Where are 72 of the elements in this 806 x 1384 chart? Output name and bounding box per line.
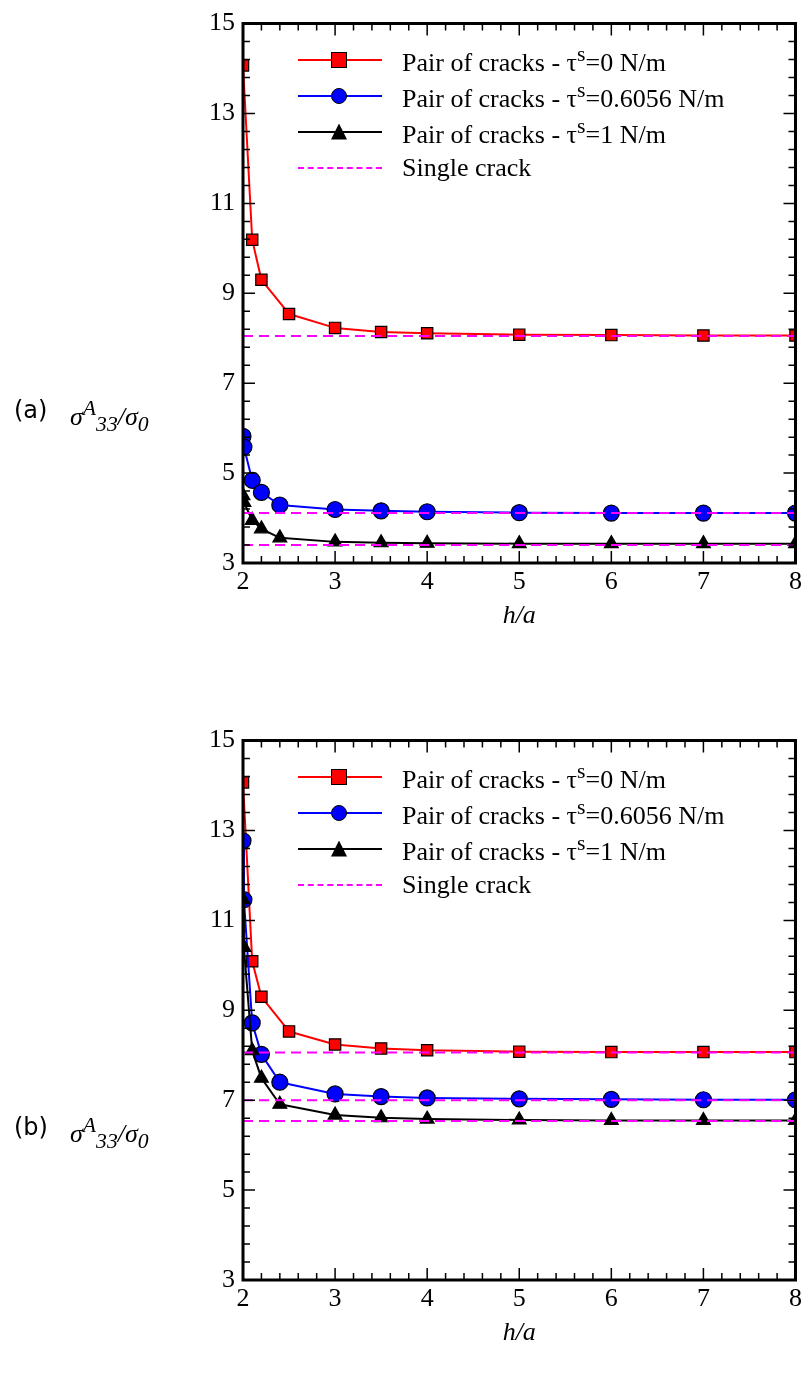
x-tick-label: 5 <box>512 566 526 596</box>
point <box>374 1042 388 1055</box>
point <box>328 1038 342 1051</box>
point <box>244 511 260 525</box>
x-tick-label: 6 <box>604 1283 618 1313</box>
point <box>253 520 269 534</box>
point <box>255 273 268 287</box>
y-tick-label: 15 <box>209 7 235 37</box>
x-tick-label: 3 <box>328 1283 342 1313</box>
x-tick-label: 6 <box>604 566 618 596</box>
point <box>327 1106 343 1120</box>
point <box>694 504 713 522</box>
point <box>245 233 259 247</box>
point <box>272 529 288 543</box>
x-tick-label: 2 <box>236 1283 250 1313</box>
legend-label: Pair of cracks - τ$^{s}$=0.6056 N/m <box>402 794 725 831</box>
point <box>328 321 342 335</box>
point <box>605 328 618 342</box>
y-tick-label: 7 <box>222 1084 235 1114</box>
y-tick-label: 13 <box>209 97 235 127</box>
point <box>602 1090 620 1108</box>
x-axis-title: h/a <box>502 600 536 630</box>
point <box>282 1025 296 1038</box>
legend-label: Pair of cracks - τ$^{s}$=1 N/m <box>402 830 666 867</box>
point <box>697 1045 710 1059</box>
point <box>372 1088 390 1106</box>
x-tick-label: 2 <box>236 566 250 596</box>
point <box>253 1069 269 1083</box>
point <box>271 496 289 514</box>
legend-label: Pair of cracks - τ$^{s}$=0 N/m <box>402 758 666 795</box>
x-tick-label: 4 <box>420 566 434 596</box>
point <box>255 990 268 1004</box>
y-tick-label: 13 <box>209 814 235 844</box>
y-tick-label: 9 <box>222 277 235 307</box>
x-tick-label: 7 <box>696 566 710 596</box>
x-axis-title: h/a <box>502 1317 536 1347</box>
point <box>271 1073 289 1091</box>
legend-label: Pair of cracks - τ$^{s}$=1 N/m <box>402 113 666 150</box>
y-tick-label: 3 <box>222 1263 235 1293</box>
y-axis-title: σ$^{A}$$_{33}$/σ$_{0}$ <box>70 396 149 437</box>
text: (b) <box>14 1113 48 1141</box>
x-tick-label: 8 <box>789 1283 802 1313</box>
text: (a) <box>14 396 48 424</box>
point <box>282 307 296 321</box>
point <box>605 1045 618 1059</box>
point <box>372 502 390 520</box>
y-tick-label: 5 <box>222 456 235 486</box>
y-tick-label: 9 <box>222 994 235 1024</box>
legend-label: Single crack <box>402 152 532 183</box>
y-axis-title: σ$^{A}$$_{33}$/σ$_{0}$ <box>70 1113 149 1154</box>
y-tick-label: 11 <box>209 187 235 217</box>
legend-label: Pair of cracks - τ$^{s}$=0 N/m <box>402 41 666 78</box>
x-tick-label: 4 <box>420 1283 434 1313</box>
point <box>510 504 528 522</box>
point <box>252 483 271 502</box>
y-tick-label: 7 <box>222 367 235 397</box>
point <box>510 1090 528 1108</box>
y-tick-label: 15 <box>209 724 235 754</box>
x-tick-label: 5 <box>512 1283 526 1313</box>
y-tick-label: 3 <box>222 546 235 576</box>
x-tick-label: 3 <box>328 566 342 596</box>
legend-label: Single crack <box>402 869 532 900</box>
point <box>326 1085 344 1103</box>
point <box>418 503 436 521</box>
point <box>326 500 344 519</box>
point <box>602 504 620 522</box>
y-tick-label: 11 <box>209 904 235 934</box>
point <box>694 1091 713 1109</box>
x-tick-label: 7 <box>696 1283 710 1313</box>
legend-label: Pair of cracks - τ$^{s}$=0.6056 N/m <box>402 77 725 114</box>
x-tick-label: 8 <box>789 566 802 596</box>
y-tick-label: 5 <box>222 1173 235 1203</box>
